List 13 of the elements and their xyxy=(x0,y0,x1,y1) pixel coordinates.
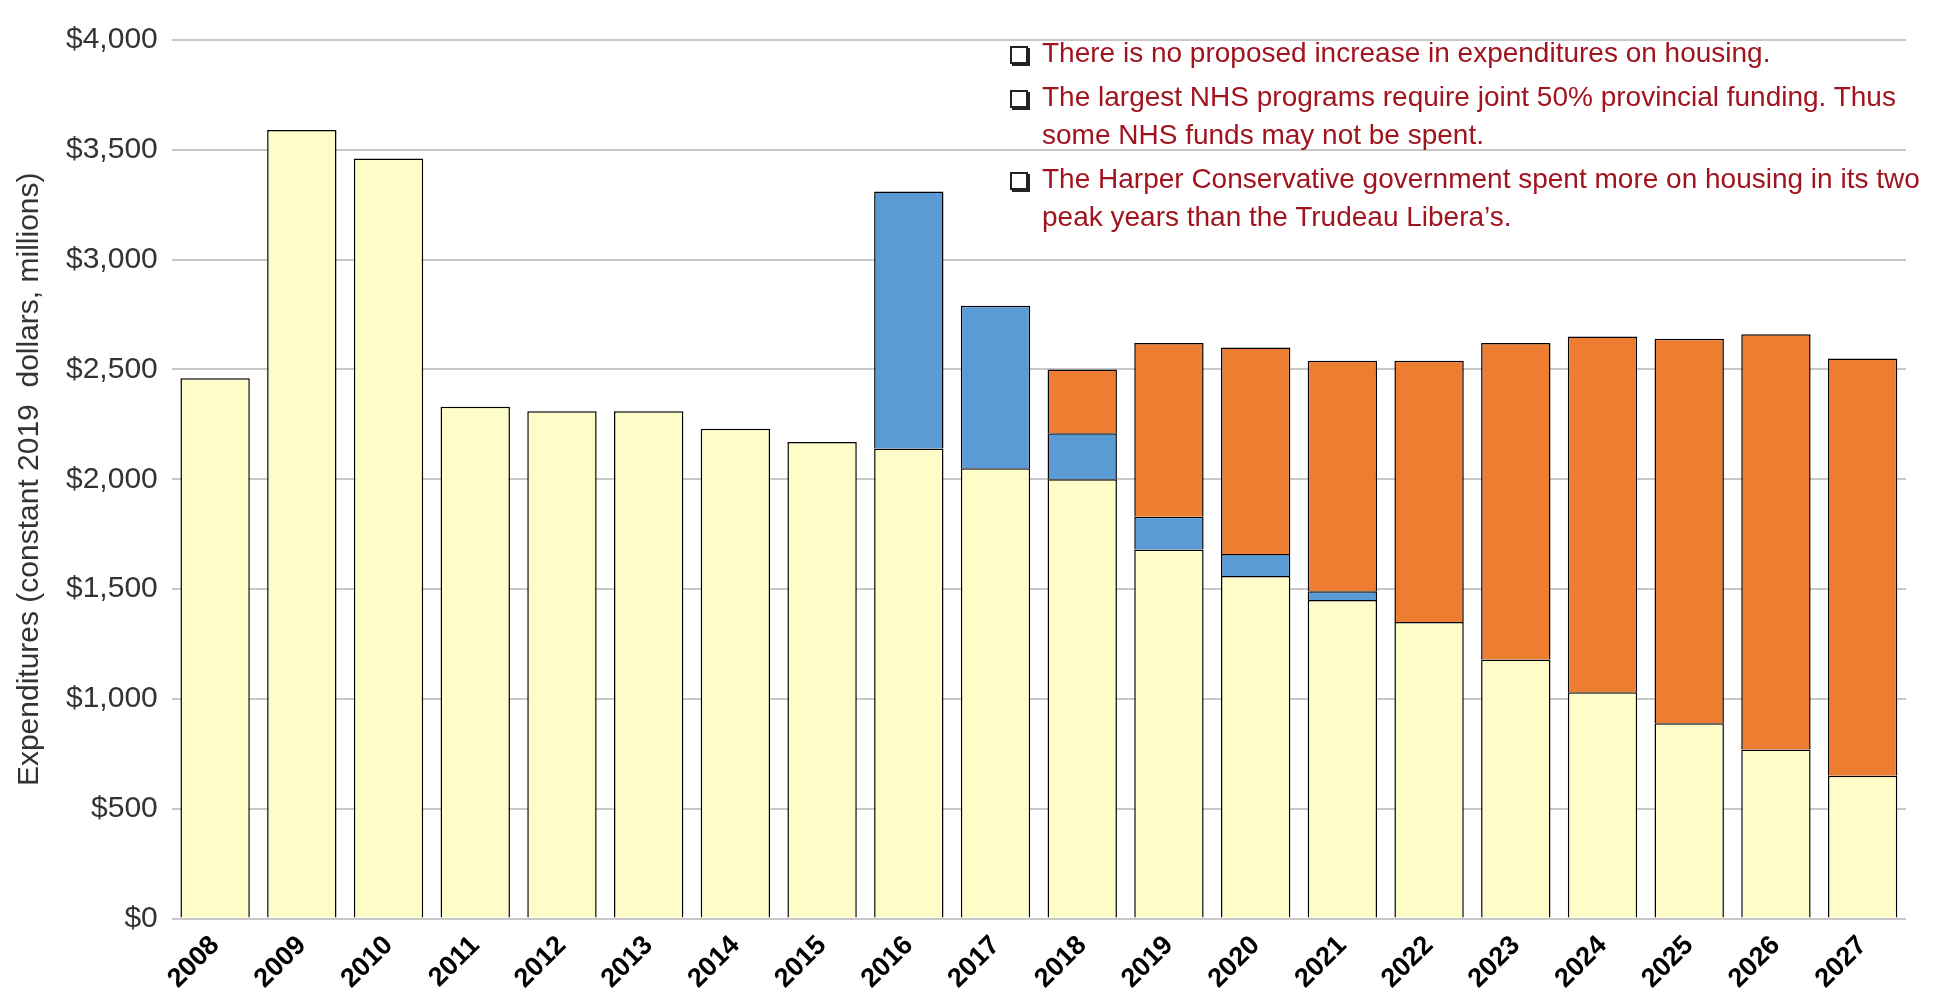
annotation: The largest NHS programs require joint 50% provincial funding. Thus some NHS funds may not be spent. xyxy=(1042,80,1897,152)
y-tick-label: $2,000 xyxy=(65,460,158,494)
y-axis-title: Expenditures (constant 2019 dollars, millions) xyxy=(11,172,45,787)
y-tick-label: $2,500 xyxy=(65,350,158,384)
annotation: The Harper Conservative government spent more on housing in its two peak years than the Trudeau Libera’s. xyxy=(1042,162,1920,234)
y-tick-label: $3,000 xyxy=(65,240,158,274)
y-tick-label: $4,000 xyxy=(65,21,158,55)
annotation: There is no proposed increase in expenditures on housing. xyxy=(1042,36,1771,70)
y-tick-label: $0 xyxy=(124,899,158,933)
y-tick-label: $500 xyxy=(91,790,158,824)
y-tick-label: $1,500 xyxy=(65,570,158,604)
y-tick-label: $1,000 xyxy=(65,680,158,714)
y-tick-label: $3,500 xyxy=(65,131,158,165)
